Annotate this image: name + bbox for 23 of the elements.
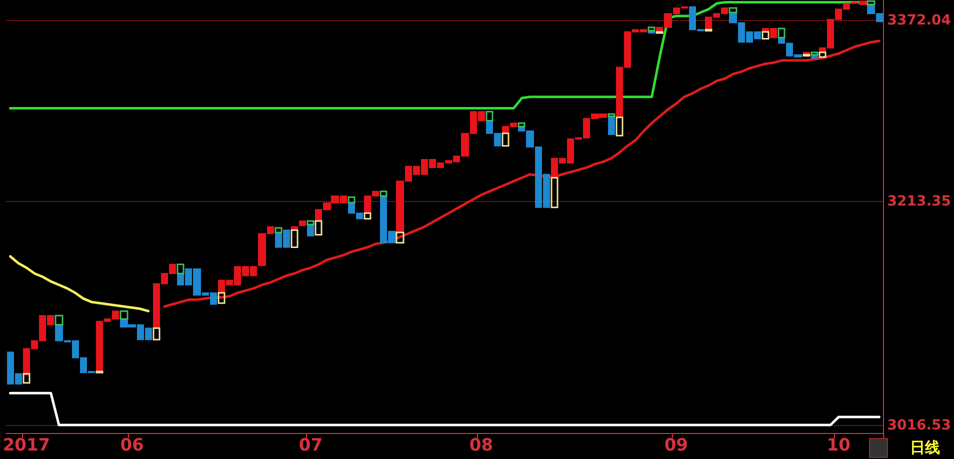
x-tick-label: 10 xyxy=(826,436,851,456)
candlestick xyxy=(648,26,656,32)
candlestick xyxy=(608,113,616,117)
candlestick xyxy=(152,327,160,340)
x-tick-label: 09 xyxy=(664,436,688,456)
candlestick xyxy=(704,28,712,32)
y-tick-label: 3372.04 xyxy=(887,12,952,28)
y-tick-label: 3213.35 xyxy=(887,193,951,210)
x-tick-label: 08 xyxy=(469,436,494,456)
line-series xyxy=(8,255,150,312)
candlestick xyxy=(380,190,388,197)
line-series xyxy=(163,40,880,308)
candlestick xyxy=(299,220,306,226)
candlestick xyxy=(96,370,104,374)
x-tick-label: 06 xyxy=(120,436,144,456)
x-tick-label: 2017 xyxy=(2,436,50,456)
candlestick xyxy=(810,52,818,56)
candlestick xyxy=(396,232,404,244)
candlestick xyxy=(802,54,810,57)
y-tick-label: 3016.53 xyxy=(887,418,951,434)
text: 日线 xyxy=(910,438,940,456)
candlestick xyxy=(811,55,818,59)
x-tick-label: 07 xyxy=(298,436,323,456)
